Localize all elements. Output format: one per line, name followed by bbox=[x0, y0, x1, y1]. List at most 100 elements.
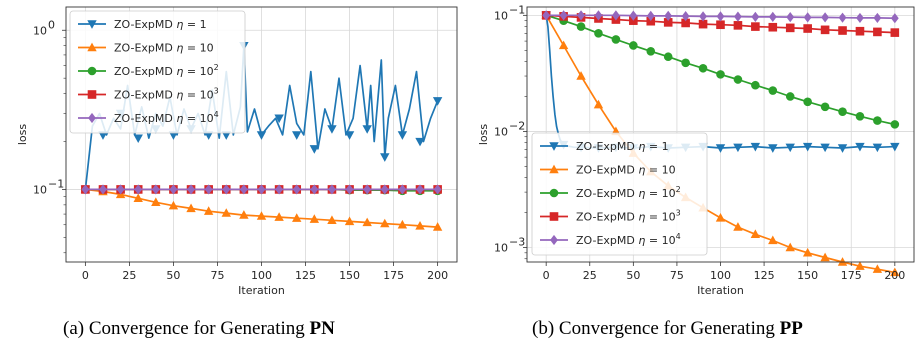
data-point bbox=[344, 131, 355, 140]
data-point bbox=[768, 86, 778, 95]
data-point bbox=[133, 134, 143, 144]
legend-label: ZO-ExpMD η = 10 bbox=[114, 42, 214, 55]
y-tick-label: 10 bbox=[494, 241, 508, 254]
data-point bbox=[820, 143, 830, 153]
data-point bbox=[768, 22, 778, 32]
data-point bbox=[151, 184, 160, 195]
data-point bbox=[612, 10, 620, 21]
data-point bbox=[362, 217, 372, 227]
data-point bbox=[292, 184, 301, 195]
data-point bbox=[222, 184, 231, 195]
data-point bbox=[380, 153, 390, 162]
data-point bbox=[134, 184, 143, 195]
legend-marker bbox=[549, 164, 559, 174]
data-point bbox=[416, 184, 424, 195]
data-point bbox=[716, 70, 725, 79]
y-tick-label: 10 bbox=[494, 125, 508, 138]
x-tick-label: 200 bbox=[427, 269, 448, 282]
data-point bbox=[186, 203, 196, 213]
x-tick-label: 125 bbox=[295, 269, 316, 282]
data-point bbox=[629, 10, 638, 21]
data-point bbox=[646, 16, 656, 26]
legend-label: ZO-ExpMD η = 104 bbox=[114, 110, 219, 125]
data-point bbox=[292, 213, 302, 222]
legend: ZO-ExpMD η = 1 ZO-ExpMD η = 10 ZO-ExpMD η … bbox=[69, 10, 246, 134]
x-tick-label: 175 bbox=[841, 269, 862, 282]
data-point bbox=[715, 144, 726, 153]
data-point bbox=[221, 208, 231, 217]
legend-marker bbox=[549, 142, 559, 151]
legend-entry: ZO-ExpMD η = 102 bbox=[540, 185, 681, 200]
data-point bbox=[734, 11, 742, 22]
data-point bbox=[629, 41, 638, 50]
data-point bbox=[803, 97, 812, 107]
data-point bbox=[873, 116, 882, 125]
data-point bbox=[663, 18, 673, 27]
legend-label: ZO-ExpMD η = 104 bbox=[576, 232, 681, 247]
data-point bbox=[733, 222, 743, 231]
legend-box bbox=[69, 10, 246, 134]
y-tick-label: 10 bbox=[494, 9, 508, 22]
data-point bbox=[594, 29, 603, 38]
data-point bbox=[803, 24, 812, 33]
data-point bbox=[577, 10, 585, 21]
data-point bbox=[611, 35, 621, 44]
x-tick-label: 0 bbox=[82, 269, 89, 282]
data-point bbox=[821, 12, 829, 23]
data-point bbox=[733, 143, 743, 153]
data-point bbox=[715, 212, 726, 222]
data-point bbox=[786, 12, 795, 23]
data-point bbox=[239, 184, 248, 195]
data-point bbox=[803, 12, 812, 23]
legend-marker bbox=[87, 42, 97, 52]
y-tick-exponent: 0 bbox=[48, 18, 55, 31]
data-point bbox=[750, 229, 761, 238]
y-tick-label: 10 bbox=[33, 24, 47, 37]
data-point bbox=[785, 23, 795, 33]
y-axis-label: loss bbox=[477, 124, 490, 146]
caption-a: (a) Convergence for Generating PN bbox=[63, 318, 335, 339]
data-point bbox=[663, 52, 673, 62]
legend: ZO-ExpMD η = 1 ZO-ExpMD η = 10 ZO-ExpMD η … bbox=[531, 132, 708, 256]
legend-marker bbox=[87, 20, 97, 29]
data-point bbox=[274, 212, 284, 221]
legend-label: ZO-ExpMD η = 103 bbox=[114, 87, 219, 102]
x-tick-label: 75 bbox=[210, 269, 224, 282]
x-tick-label: 200 bbox=[884, 269, 905, 282]
data-point bbox=[716, 20, 725, 30]
data-point bbox=[855, 26, 865, 36]
data-point bbox=[856, 12, 864, 24]
data-point bbox=[327, 125, 337, 134]
legend-label: ZO-ExpMD η = 10 bbox=[576, 164, 676, 177]
y-tick-exponent: −2 bbox=[509, 119, 525, 132]
data-point bbox=[768, 144, 778, 153]
data-point bbox=[733, 21, 743, 30]
data-point bbox=[380, 184, 389, 195]
data-point bbox=[802, 247, 813, 257]
legend-entry: ZO-ExpMD η = 10 bbox=[540, 164, 676, 177]
x-tick-label: 25 bbox=[583, 269, 597, 282]
legend-entry: ZO-ExpMD η = 104 bbox=[540, 232, 681, 247]
data-point bbox=[169, 184, 178, 195]
legend-label: ZO-ExpMD η = 1 bbox=[576, 140, 669, 153]
data-point bbox=[890, 13, 899, 24]
data-point bbox=[558, 40, 569, 50]
x-axis-label: Iteration bbox=[697, 284, 744, 297]
y-tick-label: 10 bbox=[33, 183, 47, 196]
data-point bbox=[99, 184, 107, 195]
data-point bbox=[257, 184, 266, 195]
data-point bbox=[380, 218, 390, 228]
data-point bbox=[751, 22, 760, 31]
caption-b: (b) Convergence for Generating PP bbox=[532, 318, 803, 339]
legend-entry: ZO-ExpMD η = 104 bbox=[78, 110, 219, 125]
x-tick-label: 175 bbox=[383, 269, 404, 282]
legend-marker bbox=[549, 188, 559, 198]
data-point bbox=[345, 184, 354, 195]
data-point bbox=[802, 142, 813, 152]
x-tick-label: 150 bbox=[339, 269, 360, 282]
data-point bbox=[593, 99, 604, 109]
data-point bbox=[681, 11, 690, 22]
